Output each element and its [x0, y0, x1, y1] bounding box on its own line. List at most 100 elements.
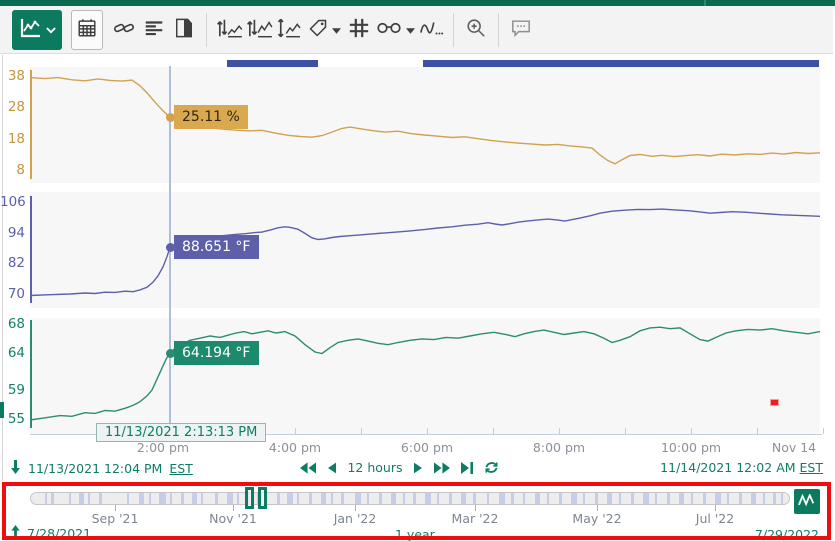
- data-density-stripe: [79, 493, 84, 504]
- timeline-month-label: Nov '21: [209, 511, 257, 526]
- data-density-stripe: [691, 493, 693, 504]
- scale-range-button[interactable]: [274, 10, 304, 50]
- range-start-date[interactable]: 7/28/2021: [27, 525, 92, 541]
- handle-right-grip[interactable]: [258, 487, 267, 509]
- jump-to-now-button[interactable]: [460, 461, 473, 474]
- time-axis-tick: [361, 428, 362, 434]
- search-tags-button[interactable]: [374, 10, 416, 50]
- data-density-stripe: [321, 493, 326, 504]
- data-density-stripe: [727, 493, 729, 504]
- data-density-stripe: [192, 493, 197, 504]
- time-axis-tick: [823, 428, 824, 434]
- time-axis-label: 6:00 pm: [400, 440, 454, 455]
- scale-button-2[interactable]: [244, 10, 274, 50]
- time-axis-label: 10:00 pm: [660, 440, 722, 455]
- data-density-stripe: [499, 493, 505, 504]
- display-type-button[interactable]: [12, 9, 62, 50]
- cursor-dot: [166, 243, 175, 253]
- trend-plot-temperature-2[interactable]: [29, 318, 821, 434]
- calendar-icon: [76, 17, 98, 42]
- step-fast-back-button[interactable]: [300, 461, 317, 474]
- trend-plot-temperature-1[interactable]: [29, 192, 821, 308]
- data-density-stripe: [559, 493, 562, 504]
- time-axis-tick: [427, 428, 428, 434]
- refresh-button[interactable]: [484, 460, 499, 475]
- timeline-trend-toggle-button[interactable]: [794, 489, 820, 514]
- timeline-month-tick: [715, 505, 716, 511]
- time-axis-label: 2:00 pm: [136, 440, 190, 455]
- step-forward-button[interactable]: [413, 462, 422, 474]
- link-icon: [113, 17, 135, 42]
- panel-edge: [2, 55, 3, 481]
- y-axis-label: 59: [7, 381, 25, 398]
- time-axis-label: Nov 14: [771, 440, 817, 455]
- timeline-track[interactable]: [30, 492, 790, 505]
- time-range-duration[interactable]: 12 hours: [347, 460, 403, 475]
- data-density-stripe: [607, 493, 612, 504]
- handle-left-grip[interactable]: [245, 487, 254, 509]
- data-density-stripe: [45, 493, 47, 504]
- timeline-month-label: Sep '21: [91, 511, 139, 526]
- magnifier-plus-icon: [465, 17, 487, 42]
- toolbar-separator: [498, 12, 499, 47]
- data-density-stripe: [367, 493, 369, 504]
- caret-down-icon: [331, 22, 341, 37]
- end-time-label[interactable]: 11/14/2021 12:02 AM: [660, 460, 796, 475]
- data-density-stripe: [425, 493, 431, 504]
- annotation-period-bar: [227, 60, 318, 67]
- step-back-button[interactable]: [328, 462, 337, 474]
- y-axis-label: 64: [7, 345, 25, 362]
- data-density-stripe: [391, 493, 396, 504]
- contrast-button[interactable]: [169, 10, 199, 50]
- cursor-time-tooltip: 11/13/2021 2:13:13 PM: [96, 423, 267, 442]
- tag-button[interactable]: [304, 10, 344, 50]
- time-axis: [30, 434, 822, 435]
- cursor-value-tooltip: 88.651 °F: [174, 235, 259, 260]
- data-density-stripe: [341, 493, 344, 504]
- link-button[interactable]: [109, 10, 139, 50]
- data-density-stripe: [99, 493, 102, 504]
- zigzag-trend-icon: [798, 492, 816, 510]
- time-axis-tick: [757, 428, 758, 434]
- end-timezone-link[interactable]: EST: [799, 460, 823, 475]
- y-axis-label: 106: [0, 194, 26, 210]
- trend-plot-percent[interactable]: [29, 67, 821, 183]
- data-density-stripe: [473, 493, 476, 504]
- data-density-stripe: [679, 493, 684, 504]
- y-axis-label: 68: [7, 316, 25, 332]
- range-end-date[interactable]: 7/29/2022: [754, 527, 819, 541]
- scale-button-1[interactable]: [214, 10, 244, 50]
- time-axis-label: 4:00 pm: [268, 440, 322, 455]
- details-button[interactable]: [139, 10, 169, 50]
- data-density-stripe: [127, 493, 129, 504]
- data-density-stripe: [461, 493, 466, 504]
- data-density-stripe: [739, 493, 742, 504]
- data-density-stripe: [51, 493, 54, 504]
- data-density-stripe: [403, 493, 405, 504]
- caret-down-icon: [405, 22, 415, 37]
- start-time-label[interactable]: 11/13/2021 12:04 PM: [28, 461, 163, 476]
- zoom-in-button[interactable]: [461, 10, 491, 50]
- window-title-strip: [0, 0, 835, 6]
- binoculars-icon: [376, 19, 402, 40]
- event-marker[interactable]: [770, 399, 779, 406]
- data-density-stripe: [643, 493, 649, 504]
- events-squiggle-icon: [418, 17, 444, 42]
- comment-button[interactable]: [506, 10, 536, 50]
- data-density-stripe: [201, 493, 203, 504]
- data-density-stripe: [88, 493, 90, 504]
- start-timezone-link[interactable]: EST: [169, 461, 193, 476]
- step-fast-forward-button[interactable]: [433, 461, 450, 474]
- calendar-button[interactable]: [71, 9, 103, 50]
- scale-updown-chart-icon: [215, 17, 243, 42]
- y-axis-label: 55: [7, 411, 25, 427]
- data-density-stripe: [619, 493, 621, 504]
- collapsed-panel-grip[interactable]: [0, 402, 4, 418]
- events-button[interactable]: [416, 10, 446, 50]
- range-span-label[interactable]: 1 year: [395, 527, 435, 541]
- timeline-handle[interactable]: [245, 487, 267, 509]
- comment-bubble-icon: [510, 18, 532, 41]
- grid-button[interactable]: [344, 10, 374, 50]
- data-density-stripe: [227, 493, 233, 504]
- data-density-stripe: [583, 493, 585, 504]
